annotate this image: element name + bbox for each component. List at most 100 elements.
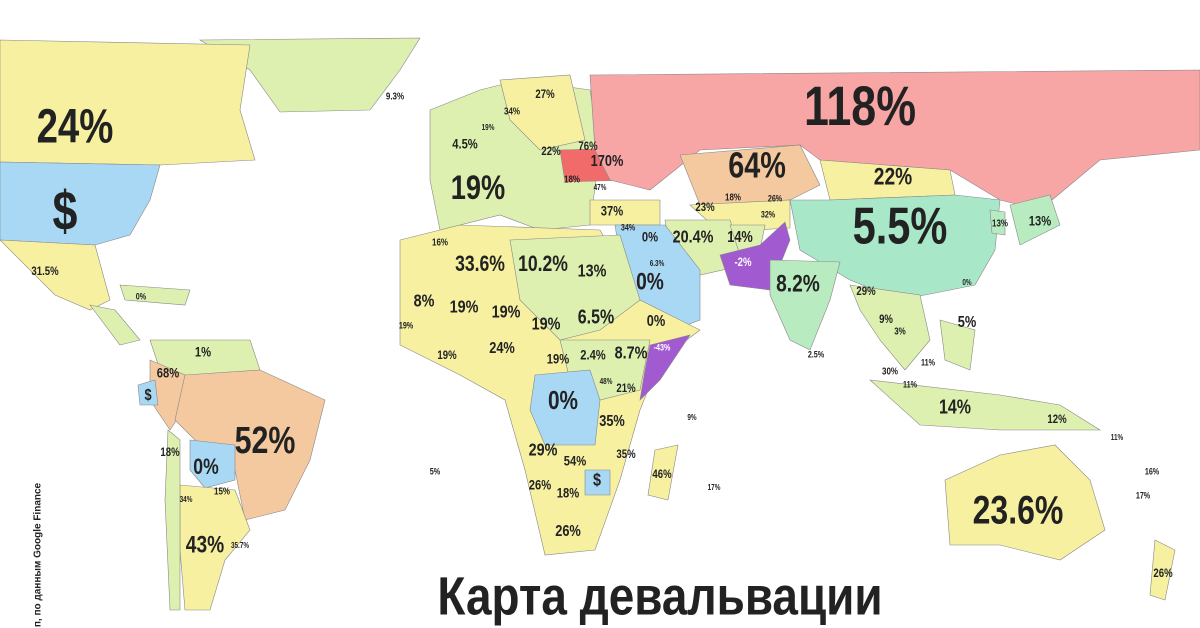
value-label: 8.7% (615, 343, 648, 363)
value-label: 0% (647, 313, 666, 331)
value-label: 9% (879, 313, 893, 326)
value-label: 18% (564, 174, 580, 185)
value-label: -43% (654, 343, 671, 353)
value-label: 76% (578, 140, 598, 153)
scandinavia (499, 74, 586, 151)
india (769, 259, 841, 351)
value-label: 13% (1029, 214, 1051, 229)
value-label: 5% (958, 314, 977, 332)
value-label: 20.4% (673, 227, 714, 247)
mexico (0, 239, 111, 311)
caribbean (119, 284, 191, 306)
brazil (174, 369, 326, 521)
value-label: 8% (414, 291, 435, 311)
value-label: 15% (214, 486, 230, 497)
value-label: 18% (725, 192, 741, 203)
value-label: 0% (636, 267, 664, 295)
value-label: 52% (235, 420, 296, 462)
value-label: 29% (856, 285, 876, 298)
value-label: 26% (529, 478, 551, 493)
value-label: 2.5% (808, 350, 825, 360)
value-label: 5.5% (853, 196, 948, 255)
value-label: $ (593, 470, 601, 490)
value-label: 26% (1153, 567, 1173, 580)
value-label: 5% (430, 467, 441, 477)
value-label: 21% (616, 382, 636, 395)
southeast-asia (849, 284, 931, 371)
madagascar (647, 444, 679, 501)
value-label: 54% (564, 454, 586, 469)
value-label: -2% (734, 256, 751, 269)
value-label: 43% (186, 530, 224, 558)
value-label: 19% (451, 168, 505, 207)
value-label: 68% (157, 366, 179, 381)
value-label: 12% (1047, 413, 1067, 426)
korea (989, 209, 1006, 236)
bolivia (189, 439, 236, 489)
value-label: $ (144, 387, 151, 405)
value-label: 48% (600, 376, 613, 386)
value-label: 22% (874, 162, 912, 190)
value-label: 19% (492, 302, 521, 322)
value-label: 26% (555, 523, 581, 541)
value-label: 18% (557, 486, 579, 501)
value-label: 23% (695, 201, 715, 214)
value-label: 35.7% (231, 540, 250, 550)
ecuador (137, 379, 159, 406)
australia (944, 444, 1106, 561)
value-label: 3% (894, 326, 906, 337)
value-label: 16% (432, 237, 448, 248)
japan (1009, 194, 1061, 246)
zimbabwe (584, 469, 611, 496)
value-label: 26% (768, 194, 783, 204)
value-label: 19% (437, 349, 457, 362)
value-label: 0% (548, 386, 578, 415)
value-label: 35% (616, 448, 636, 461)
value-label: 34% (621, 223, 636, 233)
map-title: Карта девальвации (437, 566, 882, 626)
value-label: 2.4% (580, 348, 605, 363)
value-label: 4.5% (452, 137, 477, 152)
value-label: $ (53, 179, 78, 242)
value-label: 8.2% (776, 269, 820, 297)
value-label: 6.5% (578, 306, 614, 328)
value-label: 16% (1145, 467, 1160, 477)
greenland (198, 37, 421, 113)
argentina (179, 484, 251, 611)
central-america (89, 304, 141, 346)
value-label: 0% (193, 455, 219, 479)
value-label: 13% (578, 261, 607, 281)
value-label: 22% (541, 145, 561, 158)
value-label: 1% (195, 345, 211, 360)
indonesia (869, 379, 1102, 431)
value-label: 19% (399, 321, 414, 331)
value-label: 11% (921, 358, 936, 368)
value-label: 10.2% (518, 252, 568, 276)
value-label: 29% (529, 440, 558, 460)
value-label: 19% (532, 314, 561, 334)
value-label: 19% (450, 297, 479, 317)
value-label: 19% (547, 352, 569, 367)
value-label: 23.6% (973, 487, 1064, 532)
value-label: 34% (504, 106, 520, 117)
value-label: 17% (1136, 491, 1151, 501)
somalia (639, 334, 691, 401)
value-label: 9.3% (386, 91, 404, 102)
source-note: п, по данным Google Finance (33, 482, 44, 627)
value-label: 14% (727, 229, 753, 247)
philippines (939, 319, 976, 371)
value-label: 37% (601, 204, 623, 219)
usa (0, 161, 161, 246)
value-label: 24% (489, 340, 515, 358)
value-label: 170% (591, 153, 624, 171)
value-label: 46% (652, 468, 672, 481)
new-zealand (1149, 539, 1176, 601)
value-label: 9% (687, 412, 697, 422)
value-label: 11% (903, 380, 918, 390)
value-label: 30% (882, 366, 898, 377)
value-label: 19% (482, 122, 495, 132)
value-label: 33.6% (455, 252, 505, 276)
value-label: 35% (599, 413, 625, 431)
